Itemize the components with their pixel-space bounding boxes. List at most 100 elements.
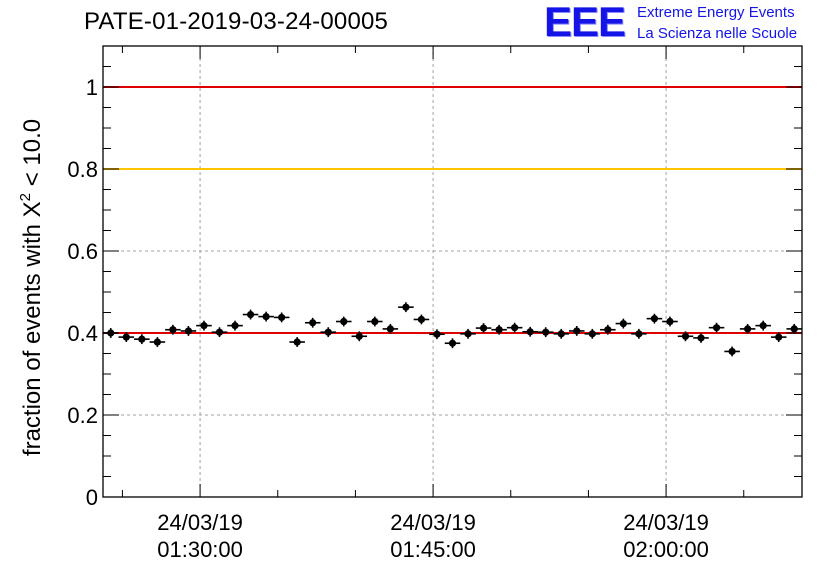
data-point xyxy=(662,316,678,327)
data-point xyxy=(631,328,647,339)
x-tick-label-time: 01:30:00 xyxy=(157,537,243,562)
point-marker xyxy=(262,313,270,321)
chart-title: PATE-01-2019-03-24-00005 xyxy=(84,8,389,35)
logo-line-1: Extreme Energy Events xyxy=(637,4,795,21)
point-marker xyxy=(371,317,379,326)
data-point xyxy=(196,320,212,331)
y-tick-label: 0.8 xyxy=(67,157,98,182)
x-tick-label-date: 24/03/19 xyxy=(623,510,709,535)
point-marker xyxy=(526,328,534,336)
y-tick-label: 0 xyxy=(86,485,98,510)
point-marker xyxy=(573,327,581,335)
point-marker xyxy=(588,330,596,338)
point-marker xyxy=(511,324,519,332)
data-point xyxy=(677,331,694,342)
point-marker xyxy=(448,339,457,347)
point-marker xyxy=(355,332,363,340)
data-point xyxy=(584,328,601,339)
point-marker xyxy=(324,328,332,336)
point-marker xyxy=(138,335,146,343)
point-marker xyxy=(184,327,193,335)
data-point xyxy=(289,337,305,347)
point-marker xyxy=(666,317,674,326)
data-point xyxy=(786,323,802,334)
data-point xyxy=(506,322,523,333)
eee-logo: EEE Extreme Energy Events La Scienza nel… xyxy=(540,0,832,46)
data-point xyxy=(103,328,119,338)
y-axis-label: fraction of events with X2 < 10.0 xyxy=(17,119,46,456)
data-point xyxy=(475,323,492,333)
y-tick-label: 0.6 xyxy=(67,239,98,264)
point-marker xyxy=(200,322,208,330)
data-point xyxy=(149,337,166,347)
data-point xyxy=(739,323,756,334)
point-marker xyxy=(650,315,659,323)
data-point xyxy=(382,323,399,334)
point-marker xyxy=(604,326,612,334)
point-marker xyxy=(107,329,115,337)
data-point xyxy=(118,332,135,343)
point-marker xyxy=(479,324,488,332)
logo-mark: EEE xyxy=(544,0,626,45)
data-point xyxy=(708,322,725,333)
point-marker xyxy=(433,330,441,338)
point-marker xyxy=(759,322,767,330)
y-tick-label: 0.4 xyxy=(67,321,98,346)
point-marker xyxy=(340,317,348,326)
data-point xyxy=(134,334,150,345)
data-point xyxy=(180,326,197,336)
data-point xyxy=(569,326,585,336)
data-point xyxy=(522,326,538,337)
point-marker xyxy=(557,330,565,338)
data-point xyxy=(211,327,228,338)
data-point xyxy=(429,329,445,340)
x-tick-label-date: 24/03/19 xyxy=(157,510,243,535)
data-point xyxy=(755,320,771,331)
data-point xyxy=(273,312,290,323)
point-marker xyxy=(231,322,239,330)
point-marker xyxy=(790,325,798,333)
x-tick-label-time: 01:45:00 xyxy=(390,537,476,562)
point-marker xyxy=(619,319,627,328)
point-marker xyxy=(278,313,286,322)
data-point xyxy=(600,324,616,335)
point-marker xyxy=(635,330,643,338)
data-point xyxy=(367,316,383,327)
point-marker xyxy=(681,332,690,340)
data-point xyxy=(460,328,476,339)
point-marker xyxy=(697,334,705,342)
data-point xyxy=(693,333,709,343)
point-marker xyxy=(169,326,177,334)
point-marker xyxy=(728,347,736,356)
point-marker xyxy=(464,330,472,338)
logo-line-2: La Scienza nelle Scuole xyxy=(637,25,798,42)
data-point xyxy=(615,318,632,329)
data-point xyxy=(242,309,259,320)
point-marker xyxy=(495,326,503,334)
point-marker xyxy=(246,310,255,319)
point-marker xyxy=(744,325,752,333)
point-marker xyxy=(775,333,783,341)
data-point xyxy=(165,324,181,335)
x-tick-label-time: 02:00:00 xyxy=(623,537,709,562)
data-point xyxy=(304,317,321,328)
data-point xyxy=(646,313,663,324)
data-point xyxy=(724,346,740,357)
point-marker xyxy=(386,325,394,333)
data-point xyxy=(553,328,569,339)
point-marker xyxy=(542,328,550,336)
point-marker xyxy=(712,324,721,332)
data-point xyxy=(320,327,336,338)
point-marker xyxy=(122,333,130,341)
data-point xyxy=(413,314,430,325)
data-point xyxy=(336,316,352,327)
point-marker xyxy=(215,328,224,336)
point-marker xyxy=(153,338,161,346)
point-marker xyxy=(402,303,410,311)
y-tick-label: 0.2 xyxy=(67,403,98,428)
data-point xyxy=(351,331,368,342)
plot-frame xyxy=(102,45,803,498)
data-point xyxy=(227,320,243,331)
point-marker xyxy=(293,338,301,346)
